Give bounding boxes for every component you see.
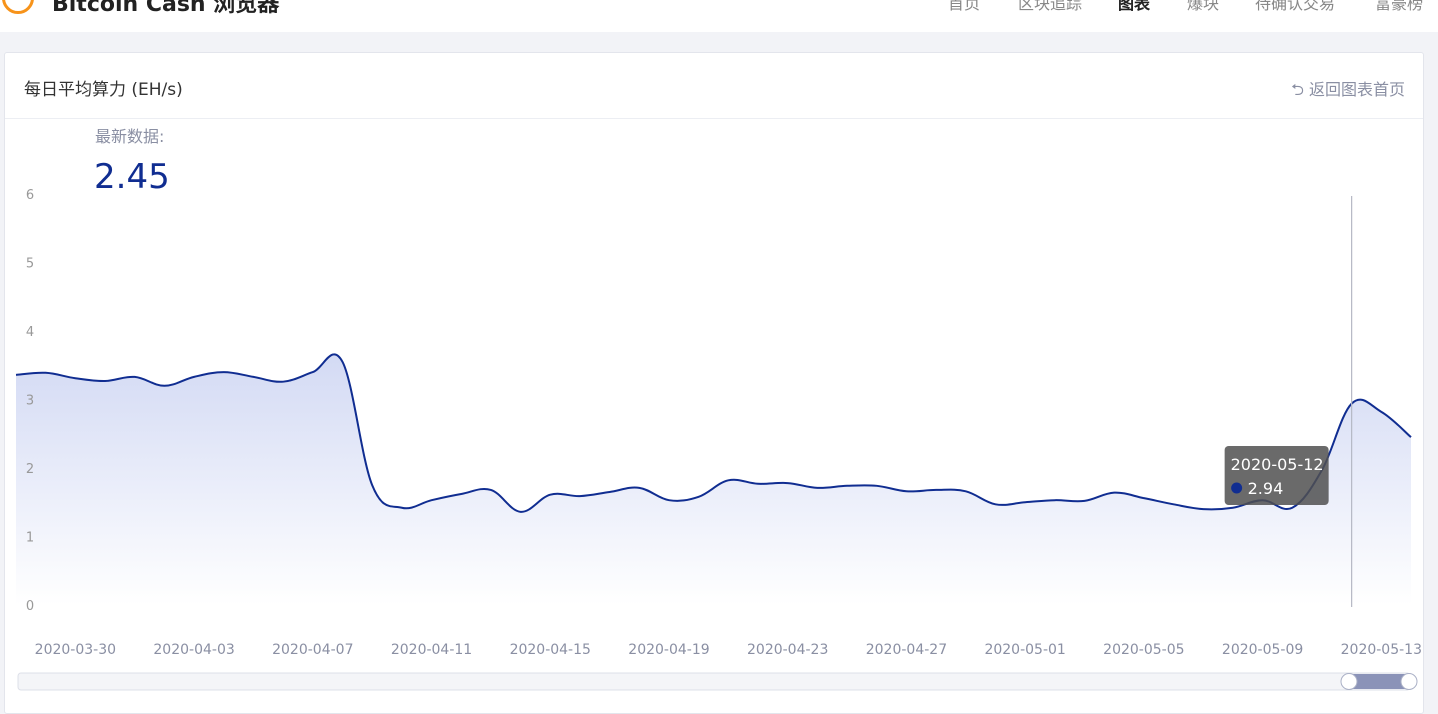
y-tick-label: 5: [26, 257, 34, 272]
tooltip-value: 2.94: [1248, 479, 1284, 498]
x-tick-label: 2020-04-15: [510, 642, 591, 658]
zoom-range[interactable]: [1349, 674, 1409, 689]
card-header: 每日平均算力 (EH/s) ⮌ 返回图表首页: [5, 53, 1423, 119]
zoom-handle[interactable]: [1340, 673, 1358, 690]
nav-item[interactable]: 图表: [1118, 0, 1151, 13]
y-tick-label: 6: [26, 188, 34, 203]
nav-item[interactable]: 区块追踪: [1018, 0, 1083, 13]
x-tick-label: 2020-05-13: [1341, 642, 1422, 658]
nav-item[interactable]: 富豪榜: [1375, 0, 1424, 13]
back-text: 返回图表首页: [1308, 80, 1405, 99]
line: [15, 353, 1412, 513]
site-title[interactable]: Bitcoin Cash 浏览器: [52, 0, 280, 17]
x-tick-label: 2020-05-01: [984, 642, 1065, 658]
x-tick-label: 2020-04-03: [153, 642, 234, 658]
y-tick-label: 4: [26, 325, 34, 340]
x-tick-label: 2020-03-30: [35, 642, 116, 658]
x-tick-label: 2020-04-11: [391, 642, 472, 658]
tooltip: [1224, 446, 1329, 505]
card-title: 每日平均算力 (EH/s): [24, 80, 183, 100]
nav-item[interactable]: 待确认交易: [1255, 0, 1336, 13]
x-tick-label: 2020-04-23: [747, 642, 828, 658]
zoom-handle[interactable]: [1400, 673, 1418, 690]
nav-item[interactable]: 爆块: [1187, 0, 1220, 13]
y-tick-label: 0: [26, 599, 34, 614]
zoom-track[interactable]: [17, 672, 1411, 691]
x-tick-label: 2020-04-07: [272, 642, 353, 658]
x-tick-label: 2020-05-05: [1103, 642, 1184, 658]
y-tick-label: 3: [26, 394, 34, 409]
back-icon: ⮌: [1291, 80, 1309, 99]
x-tick-label: 2020-04-27: [866, 642, 947, 658]
header: Bitcoin Cash 浏览器 首页 区块追踪 图表 爆块 待确认交易 富豪榜: [0, 0, 1438, 32]
tooltip-dot: [1231, 482, 1243, 494]
y-tick-label: 1: [26, 531, 34, 546]
latest-value: 2.45: [94, 157, 170, 197]
plot-area: 2020-03-30 2020-04-03 2020-04-07 2020-04-11…: [15, 196, 1422, 658]
area: [16, 354, 1411, 605]
back-link[interactable]: ⮌ 返回图表首页: [1291, 76, 1405, 106]
latest-label: 最新数据:: [95, 127, 164, 146]
nav-item[interactable]: 首页: [948, 0, 981, 13]
x-tick-label: 2020-04-19: [628, 642, 709, 658]
x-tick-label: 2020-05-09: [1222, 642, 1303, 658]
y-tick-label: 2: [26, 462, 34, 477]
tooltip-date: 2020-05-12: [1231, 455, 1324, 474]
